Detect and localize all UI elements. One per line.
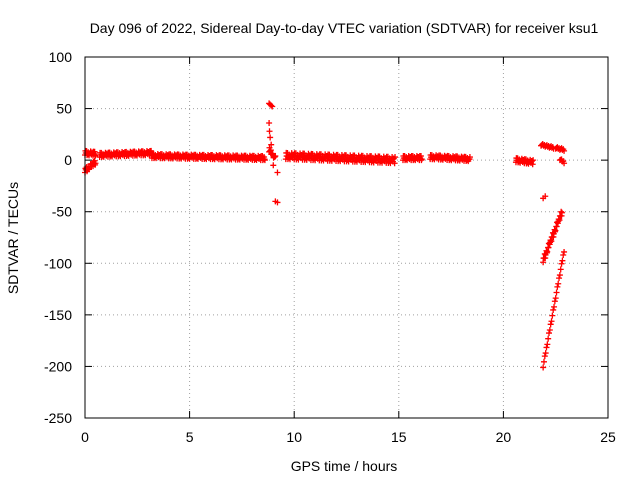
data-points: [82, 100, 568, 371]
data-point: [560, 252, 567, 259]
y-tick-label: 100: [49, 49, 73, 65]
data-point: [267, 134, 274, 141]
data-point: [418, 156, 425, 163]
data-point: [561, 248, 568, 255]
data-point: [266, 120, 273, 127]
data-point: [541, 353, 548, 360]
x-tick-labels: 0 5 10 15 20 25: [81, 429, 616, 445]
plot-frame: [84, 56, 609, 419]
data-point: [552, 295, 559, 302]
data-point: [528, 158, 535, 165]
data-point: [554, 283, 561, 290]
data-point: [548, 318, 555, 325]
data-point: [547, 321, 554, 328]
y-tick-label: -100: [44, 255, 72, 271]
data-point: [555, 280, 562, 287]
data-point: [553, 289, 560, 296]
data-point: [552, 227, 559, 234]
data-point: [269, 103, 276, 110]
x-tick-label: 0: [81, 429, 89, 445]
data-point: [270, 162, 277, 169]
data-point: [547, 237, 554, 244]
data-point: [392, 154, 399, 161]
data-point: [261, 157, 268, 164]
data-point: [551, 303, 558, 310]
chart-title: Day 096 of 2022, Sidereal Day-to-day VTE…: [90, 20, 599, 36]
data-point: [542, 193, 549, 200]
x-tick-label: 25: [600, 429, 616, 445]
data-point: [466, 154, 473, 161]
data-point: [274, 199, 281, 206]
data-point: [561, 160, 568, 167]
y-tick-label: 0: [64, 152, 72, 168]
data-point: [558, 260, 565, 267]
y-tick-label: -200: [44, 358, 72, 374]
data-point: [272, 153, 279, 160]
data-point: [540, 364, 547, 371]
y-tick-label: 50: [56, 101, 72, 117]
data-point: [557, 266, 564, 273]
y-axis-label: SDTVAR / TECUs: [5, 182, 21, 294]
axis-ticks: [84, 56, 609, 419]
y-tick-labels: -250 -200 -150 -100 -50 0 50 100: [44, 49, 72, 426]
data-point: [92, 151, 99, 158]
data-point: [268, 141, 275, 148]
data-point: [555, 216, 562, 223]
x-tick-label: 15: [391, 429, 407, 445]
data-point: [561, 147, 568, 154]
data-point: [274, 169, 281, 176]
data-point: [391, 160, 398, 167]
data-point: [540, 358, 547, 365]
data-point: [266, 128, 273, 135]
grid-lines: [85, 57, 608, 418]
data-point: [542, 350, 549, 357]
y-tick-label: -250: [44, 410, 72, 426]
data-point: [546, 326, 553, 333]
data-point: [268, 102, 275, 109]
data-point: [558, 209, 565, 216]
data-point: [550, 306, 557, 313]
data-point: [551, 298, 558, 305]
data-point: [559, 257, 566, 264]
data-point: [92, 160, 99, 167]
data-point: [549, 312, 556, 319]
data-point: [545, 335, 552, 342]
data-point: [556, 275, 563, 282]
data-point: [530, 157, 537, 164]
x-tick-label: 20: [496, 429, 512, 445]
data-point: [556, 272, 563, 279]
y-tick-label: -50: [52, 204, 72, 220]
y-tick-label: -150: [44, 307, 72, 323]
data-point: [544, 341, 551, 348]
x-axis-label: GPS time / hours: [291, 458, 398, 474]
data-point: [543, 344, 550, 351]
x-tick-label: 10: [286, 429, 302, 445]
x-tick-label: 5: [186, 429, 194, 445]
data-point: [544, 248, 551, 255]
data-point: [546, 330, 553, 337]
